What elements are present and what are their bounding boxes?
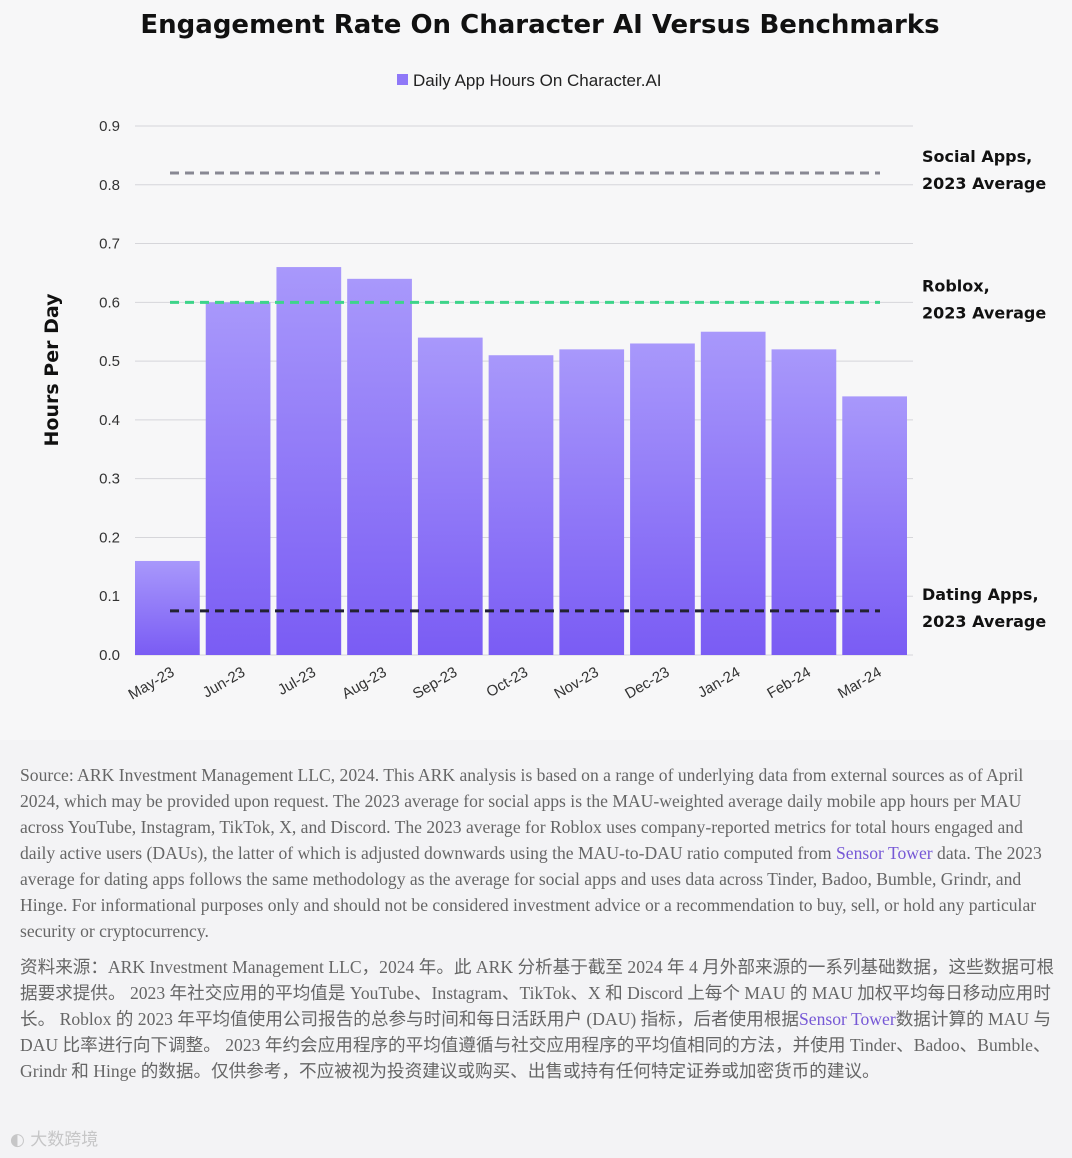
- y-tick-label: 0.8: [99, 177, 120, 194]
- y-tick-label: 0.0: [99, 647, 120, 664]
- x-tick-label: Aug-23: [339, 664, 389, 703]
- legend-swatch: [397, 74, 408, 85]
- y-tick-label: 0.6: [99, 294, 120, 311]
- bar-oct-23: [488, 355, 554, 655]
- x-ticks: May-23 Jun-23 Jul-23 Aug-23 Sep-23 Oct-23 Nov-…: [126, 664, 885, 704]
- benchmark-label-line1: Social Apps,: [922, 147, 1032, 166]
- y-tick-label: 0.9: [99, 118, 120, 135]
- bars: [135, 267, 907, 655]
- x-tick-label: Oct-23: [484, 664, 531, 701]
- x-tick-label: Jul-23: [275, 664, 319, 699]
- benchmark-lines: Social Apps, 2023 Average Roblox, 2023 Aver…: [170, 147, 1046, 631]
- x-tick-label: Mar-24: [835, 664, 885, 702]
- bar-feb-24: [771, 349, 837, 655]
- sensor-tower-link[interactable]: Sensor Tower: [835, 843, 933, 863]
- source-note-english: Source: ARK Investment Management LLC, 2…: [20, 762, 1060, 944]
- legend-label: Daily App Hours On Character.AI: [413, 71, 662, 90]
- y-tick-label: 0.7: [99, 236, 120, 253]
- x-tick-label: Jun-23: [200, 664, 248, 702]
- bar-aug-23: [347, 278, 412, 655]
- source-notes: Source: ARK Investment Management LLC, 2…: [20, 762, 1060, 1094]
- bar-sep-23: [417, 337, 483, 655]
- y-tick-label: 0.1: [99, 588, 120, 605]
- bar-mar-24: [842, 396, 907, 655]
- y-tick-label: 0.2: [99, 529, 120, 546]
- bar-jun-23: [205, 302, 271, 655]
- note-zh-text-1: 资料来源：ARK Investment Management LLC，2024 …: [20, 957, 1055, 1029]
- x-tick-label: Sep-23: [410, 664, 460, 703]
- source-note-chinese: 资料来源：ARK Investment Management LLC，2024 …: [20, 954, 1060, 1084]
- benchmark-label-line2: 2023 Average: [922, 174, 1046, 193]
- chart-panel: Engagement Rate On Character AI Versus B…: [41, 10, 1047, 704]
- sensor-tower-link-zh[interactable]: Sensor Tower: [799, 1009, 896, 1029]
- y-ticks: 0.0 0.1 0.2 0.3 0.4 0.5 0.6 0.7 0.8 0.9: [99, 118, 120, 664]
- x-tick-label: May-23: [126, 664, 178, 704]
- y-tick-label: 0.5: [99, 353, 120, 370]
- x-tick-label: Dec-23: [622, 664, 672, 703]
- bar-jul-23: [276, 267, 342, 655]
- chart-title: Engagement Rate On Character AI Versus B…: [140, 10, 939, 40]
- watermark-text: 大数跨境: [30, 1130, 99, 1150]
- y-axis-label: Hours Per Day: [41, 293, 63, 447]
- benchmark-label-line2: 2023 Average: [922, 303, 1046, 322]
- y-tick-label: 0.4: [99, 412, 120, 429]
- y-tick-label: 0.3: [99, 471, 120, 488]
- bar-chart: Engagement Rate On Character AI Versus B…: [41, 10, 1046, 704]
- bar-nov-23: [559, 349, 625, 655]
- watermark: ◐ 大数跨境: [10, 1125, 98, 1150]
- watermark-logo-icon: ◐: [10, 1130, 25, 1150]
- note-en-text-1: Source: ARK Investment Management LLC, 2…: [20, 765, 1024, 863]
- benchmark-label-line1: Roblox,: [922, 276, 990, 295]
- benchmark-label-line1: Dating Apps,: [922, 585, 1039, 604]
- x-tick-label: Jan-24: [695, 664, 743, 702]
- bar-may-23: [135, 560, 200, 655]
- bar-jan-24: [700, 331, 766, 655]
- bar-dec-23: [630, 343, 695, 655]
- x-tick-label: Feb-24: [764, 664, 814, 702]
- note-zh-text-2: 数据计算的 MAU 与 DAU 比率进行向下调整。 2023 年约会应用程序的平…: [20, 1009, 1052, 1081]
- x-tick-label: Nov-23: [551, 664, 601, 703]
- note-en-text-2: data. The 2023 average for dating apps f…: [20, 843, 1042, 941]
- benchmark-label-line2: 2023 Average: [922, 612, 1046, 631]
